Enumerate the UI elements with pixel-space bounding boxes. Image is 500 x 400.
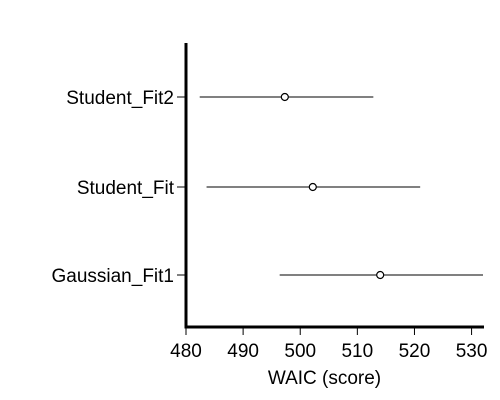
x-tick-label: 480 — [170, 341, 202, 362]
point-estimate — [376, 270, 385, 280]
x-ticks: 480 490 500 510 520 530 — [170, 327, 487, 362]
marks — [199, 92, 483, 280]
x-axis-title: WAIC (score) — [268, 368, 381, 389]
x-tick-label: 510 — [341, 341, 373, 362]
point-estimate — [280, 92, 289, 102]
y-ticks: Student_Fit2 Student_Fit Gaussian_Fit1 — [51, 88, 186, 287]
x-tick-label: 490 — [227, 341, 259, 362]
category-label: Student_Fit2 — [66, 88, 174, 109]
axes — [184, 43, 484, 329]
point-estimate — [308, 182, 317, 192]
category-label: Student_Fit — [77, 178, 175, 199]
x-tick-label: 520 — [399, 341, 431, 362]
x-tick-label: 530 — [456, 341, 488, 362]
x-tick-label: 500 — [284, 341, 316, 362]
category-label: Gaussian_Fit1 — [51, 266, 174, 287]
